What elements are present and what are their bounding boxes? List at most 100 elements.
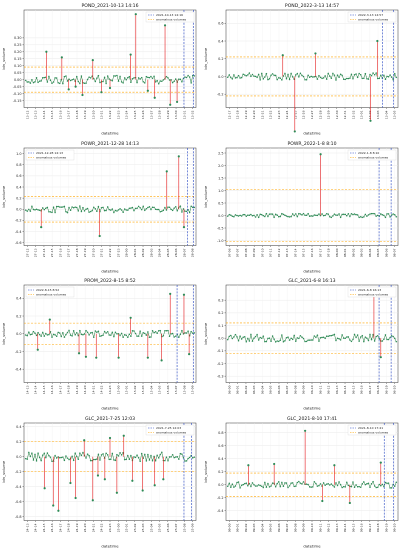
series-point — [355, 483, 357, 486]
x-tick-label: 06-11 — [318, 385, 322, 394]
series-point — [250, 333, 252, 336]
series-point — [97, 452, 100, 455]
series-point — [250, 213, 252, 215]
series-point — [355, 336, 357, 339]
x-tick-label: 06-12 — [327, 385, 331, 394]
series-point — [318, 212, 320, 215]
series-point — [251, 340, 254, 342]
x-tick-label: 09-02 — [244, 523, 248, 532]
series-point — [279, 215, 282, 217]
x-axis-label: datetime — [303, 543, 321, 548]
y-tick-label: 0.4 — [16, 185, 21, 189]
series-point — [106, 330, 109, 333]
series-point — [321, 212, 323, 215]
series-point — [71, 454, 73, 457]
series-point — [43, 76, 46, 79]
series-point — [182, 207, 185, 210]
y-tick-label: 2.5 — [218, 151, 223, 155]
series-point — [86, 207, 89, 209]
series-point — [350, 340, 353, 343]
series-point — [276, 78, 278, 81]
series-point — [393, 72, 396, 75]
y-tick-label: -0.2 — [217, 362, 224, 366]
series-point — [242, 483, 244, 485]
x-tick-label: 28-05 — [166, 248, 170, 257]
series-point — [26, 209, 29, 212]
series-point — [165, 75, 168, 78]
series-point — [284, 481, 286, 484]
y-tick-label: 0.2 — [16, 314, 21, 318]
x-tick-label: 28-01 — [133, 248, 137, 257]
series-point — [151, 329, 154, 332]
y-tick-label: -0.8 — [15, 515, 22, 519]
x-tick-label: 15-00 — [116, 385, 120, 394]
series-point — [324, 75, 326, 77]
series-point — [191, 206, 194, 208]
series-point — [174, 455, 177, 458]
y-tick-label: -0.2 — [15, 218, 22, 222]
chart-svg: POND_2021-10-13 14:16 -0.15 -0.10 -0.05 0.00… — [1, 3, 197, 136]
series-point — [359, 215, 362, 217]
series-point — [173, 80, 175, 83]
y-tick-label: -0.6 — [15, 241, 22, 245]
series-point — [137, 456, 140, 459]
series-point — [380, 484, 382, 487]
series-point — [298, 212, 300, 214]
chart-svg: GLC_2021-8-10 17:41 -0.4 -0.2 0.0 0.2 0.4 0.6 0… — [203, 416, 399, 548]
series-point — [251, 73, 254, 76]
series-point — [151, 206, 154, 208]
series-point — [307, 74, 309, 76]
x-tick-label: 12-23 — [277, 110, 281, 119]
x-tick-label: 12-22 — [269, 110, 273, 119]
x-tick-label: 13-30 — [174, 110, 178, 119]
series-point — [150, 208, 152, 210]
series-point — [278, 480, 280, 482]
series-point — [291, 76, 294, 78]
series-point — [243, 482, 246, 484]
series-point — [63, 459, 66, 461]
series-point — [190, 82, 192, 84]
series-point — [191, 456, 194, 459]
x-tick-label: 15-07 — [174, 385, 178, 394]
x-tick-label: 28-06 — [174, 248, 178, 257]
series-point — [324, 483, 326, 486]
series-point — [66, 211, 69, 213]
series-point — [239, 77, 241, 79]
series-point — [140, 76, 143, 79]
series-point — [329, 75, 331, 77]
x-tick-label: 09-09 — [302, 523, 306, 532]
series-point — [31, 333, 33, 335]
y-axis-label: bin_volume — [1, 460, 6, 482]
anomaly-point — [57, 509, 60, 512]
x-tick-label: 25-08 — [182, 523, 186, 532]
anomaly-point — [348, 501, 351, 504]
x-tick-label: 13-24 — [125, 110, 129, 119]
series-point — [305, 78, 308, 81]
series-point — [100, 453, 103, 456]
series-point — [335, 481, 337, 484]
series-point — [373, 340, 376, 342]
series-point — [332, 334, 334, 336]
x-tick-label: 06-04 — [260, 385, 264, 394]
series-point — [268, 337, 271, 339]
series-point — [338, 76, 340, 78]
legend-label: 2021-8-10 17:41 — [358, 426, 383, 430]
series-point — [26, 457, 29, 460]
anomaly-point — [146, 89, 149, 92]
series-point — [137, 335, 140, 337]
series-point — [51, 459, 53, 462]
y-axis-label: bin_volume — [203, 322, 208, 344]
series-point — [52, 81, 55, 83]
x-tick-label: 09-13 — [335, 523, 339, 532]
y-axis-label: bin_volume — [203, 47, 208, 69]
series-point — [321, 336, 323, 339]
series-point — [120, 208, 123, 211]
series-point — [234, 213, 237, 216]
series-point — [344, 78, 346, 81]
series-point — [93, 77, 95, 80]
x-tick-label: 09-08 — [293, 523, 297, 532]
series-point — [245, 75, 248, 77]
series-point — [301, 74, 303, 77]
series-point — [250, 485, 252, 487]
x-tick-label: 15-05 — [158, 385, 162, 394]
